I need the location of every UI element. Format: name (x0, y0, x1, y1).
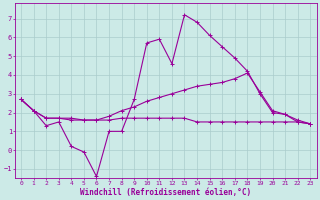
X-axis label: Windchill (Refroidissement éolien,°C): Windchill (Refroidissement éolien,°C) (80, 188, 251, 197)
